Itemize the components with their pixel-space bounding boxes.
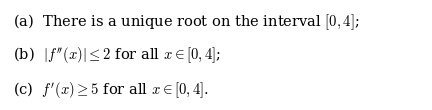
Text: (b)  $|f''(x)| \leq 2$ for all $x \in [0, 4]$;: (b) $|f''(x)| \leq 2$ for all $x \in [0,… — [13, 45, 221, 65]
Text: (a)  There is a unique root on the interval $[0, 4]$;: (a) There is a unique root on the interv… — [13, 12, 359, 32]
Text: (c)  $f'(x) \geq 5$ for all $x \in [0, 4]$.: (c) $f'(x) \geq 5$ for all $x \in [0, 4]… — [13, 80, 209, 100]
